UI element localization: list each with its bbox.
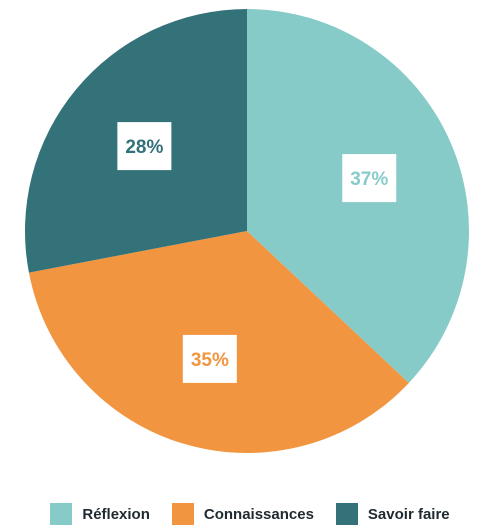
value-label-box-savoir-faire [117, 122, 172, 171]
legend-swatch-savoir-faire [335, 503, 358, 525]
legend-swatch-reflexion [50, 503, 73, 525]
value-label-connaissances: 35% [182, 334, 237, 383]
legend-item-connaissances: Connaissances [171, 503, 314, 525]
legend-item-reflexion: Réflexion [50, 503, 150, 525]
legend: Réflexion Connaissances Savoir faire [0, 500, 500, 528]
value-label-box-connaissances [182, 334, 237, 383]
value-label-text-connaissances: 35% [191, 350, 229, 371]
value-label-reflexion: 37% [342, 154, 397, 203]
legend-label-savoir-faire: Savoir faire [367, 505, 450, 523]
pie-value-labels: 37% 35% 28% [117, 122, 397, 383]
value-label-text-savoir-faire: 28% [125, 137, 163, 158]
legend-label-connaissances: Connaissances [203, 505, 314, 523]
legend-swatch-connaissances [171, 503, 194, 525]
value-label-box-reflexion [342, 154, 397, 203]
value-label-text-reflexion: 37% [350, 169, 388, 190]
pie-slices [24, 9, 469, 453]
value-label-savoir-faire: 28% [117, 122, 172, 171]
legend-label-reflexion: Réflexion [82, 505, 150, 523]
legend-item-savoir-faire: Savoir faire [335, 503, 450, 525]
